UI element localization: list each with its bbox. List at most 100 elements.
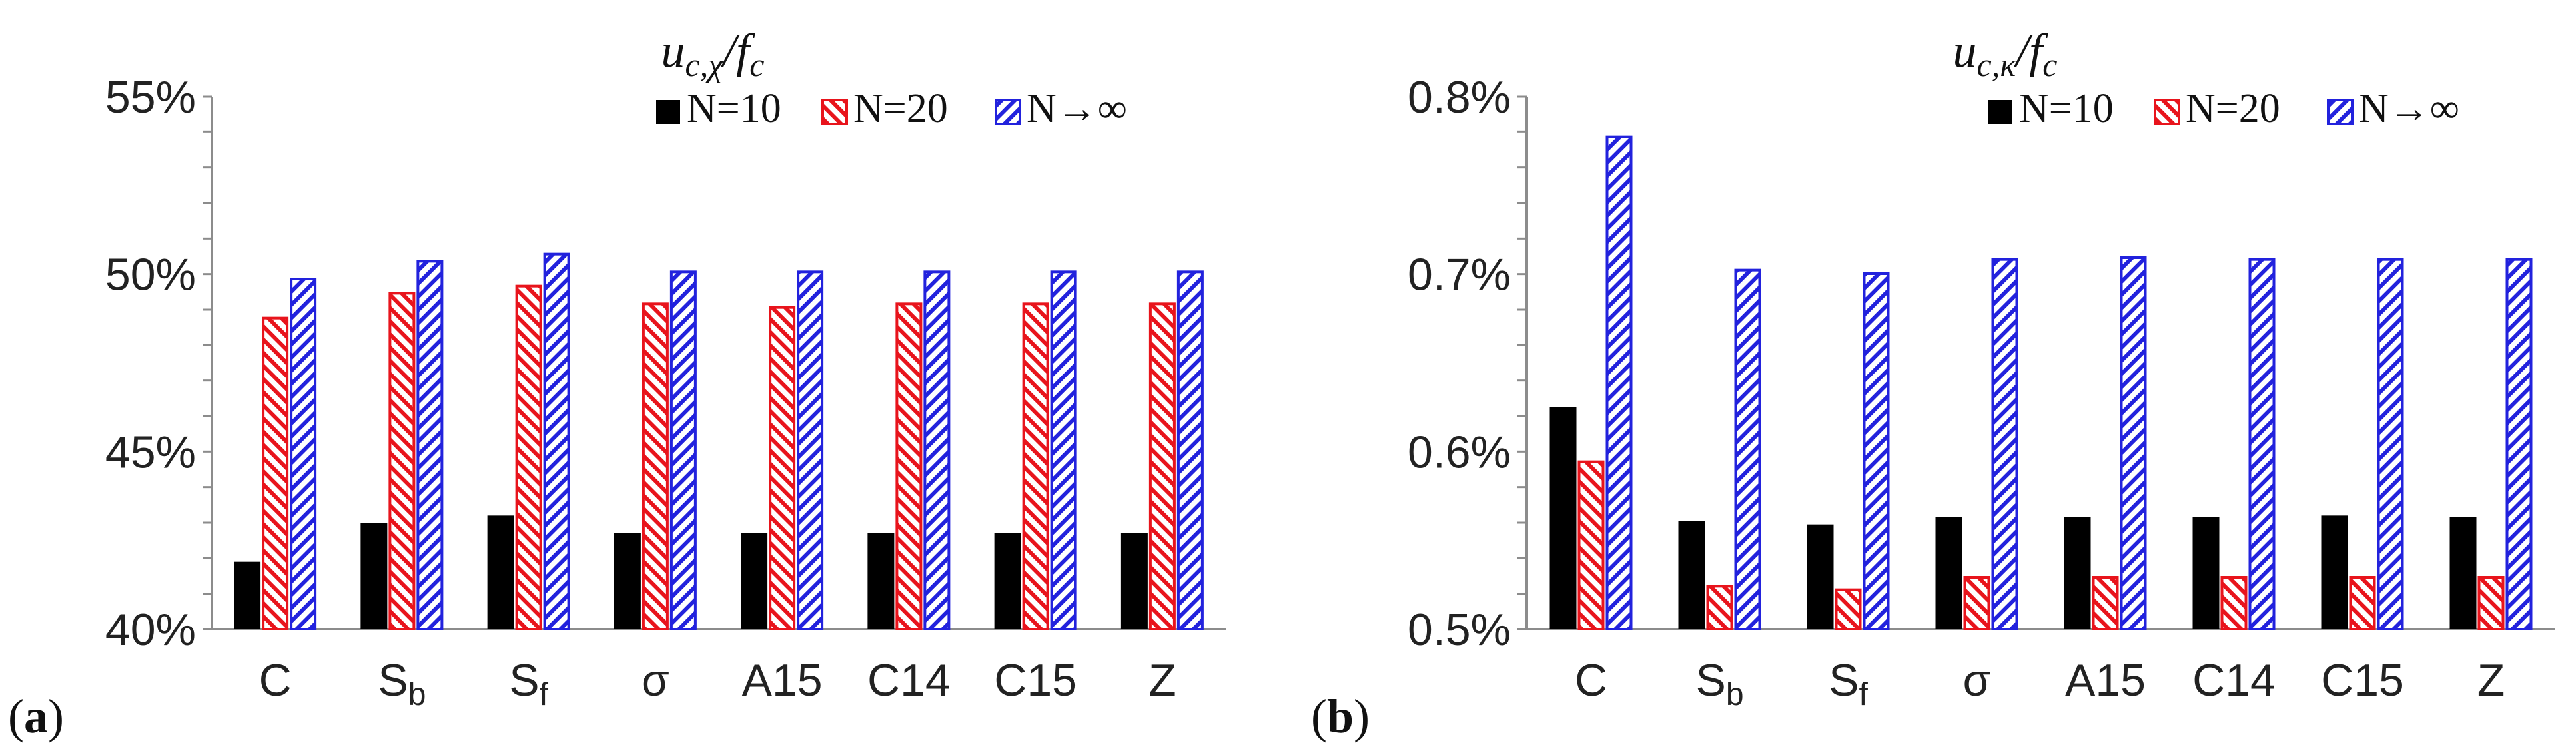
x-category-label: Z [2477,655,2505,706]
bar-n10 [234,561,261,629]
x-category-label: Z [1148,655,1176,706]
y-tick-label: 45% [105,427,196,477]
bar-n20 [515,284,542,630]
legend-label-n20: N=20 [853,86,948,131]
legend-label-ninf: N→∞ [1027,86,1127,131]
x-category-label: A15 [742,655,823,706]
x-category-label: σ [1963,655,1991,706]
bar-ninf [2120,256,2147,630]
bar-n20 [388,292,416,630]
bar-n20 [1022,302,1049,630]
bar-n10 [2192,517,2220,629]
x-category-labels: C Sb Sf σ A15 C14 C15 Z [1575,655,2505,712]
legend-label-ninf: N→∞ [2359,86,2459,131]
bar-n20 [2477,576,2505,630]
bar-n10 [2321,515,2348,629]
bar-ninf [1050,270,1077,631]
legend-swatch-ninf [995,99,1021,125]
bar-ninf [2377,258,2404,630]
legend-label-n10: N=10 [2019,86,2114,131]
bar-n20 [895,302,923,630]
x-category-labels: C Sb Sf σ A15 C14 C15 Z [259,655,1176,712]
bar-n10 [1678,521,1705,629]
legend-swatch-n20 [821,99,848,125]
x-category-label: C15 [2321,655,2404,706]
bar-n10 [994,533,1021,629]
x-category-label: C15 [994,655,1077,706]
bar-ninf [1176,270,1204,631]
panel-label-b: (b) [1311,690,1370,743]
chart-title: uc,κ/fc [1953,24,2058,83]
bar-ninf [923,270,951,631]
bar-n10 [741,533,768,629]
bar-n20 [1835,588,1862,631]
bar-n20 [1706,585,1733,630]
legend-swatch-n10 [656,100,680,124]
bar-ninf [416,260,444,631]
x-category-label: Sb [378,655,426,712]
bar-n20 [642,302,669,630]
x-category-label: Sf [1829,655,1868,712]
legend: N=10 N=20 N→∞ [1988,86,2459,131]
bar-n10 [1120,533,1148,629]
legend-label-n20: N=20 [2186,86,2280,131]
x-category-label: C14 [2192,655,2276,706]
bar-ninf [1734,268,1761,630]
bar-ninf [669,270,697,631]
y-tick-label: 0.5% [1408,605,1511,655]
bar-ninf [1605,135,1633,630]
y-tick-label: 0.6% [1408,427,1511,477]
y-tick-label: 50% [105,250,196,300]
bar-n10 [2449,517,2477,629]
bar-n10 [1807,524,1834,629]
y-tick-labels: 0.5% 0.6% 0.7% 0.8% [1408,72,1511,655]
bar-n20 [1148,302,1176,630]
bar-ninf [1863,272,1890,630]
bar-n20 [2349,576,2376,630]
x-category-label: C14 [867,655,951,706]
y-tick-label: 0.7% [1408,250,1511,300]
chart-title: uc,χ/fc [661,24,765,83]
bar-ninf [290,278,317,630]
y-minor-ticks [1517,95,1527,630]
x-category-label: C [259,655,292,706]
bar-n10 [487,515,514,629]
legend-swatch-ninf [2327,99,2354,125]
bar-n20 [262,316,289,630]
bar-ninf [797,270,824,631]
bar-ninf [2505,258,2533,630]
bars [1549,135,2533,631]
bar-n20 [1963,576,1990,630]
bar-n20 [2092,576,2119,630]
y-tick-labels: 40% 45% 50% 55% [105,72,196,655]
chart-panel-b: uc,κ/fc 0.5% 0.6% 0.7% 0.8% C Sb Sf σ A15 C14 C15… [1311,24,2555,743]
x-category-label: Sb [1695,655,1743,712]
legend: N=10 N=20 N→∞ [656,86,1127,131]
y-tick-label: 40% [105,605,196,655]
x-category-label: σ [642,655,669,706]
chart-panel-a: uc,χ/fc 40% 45% 50% 55% C Sb Sf σ A15 C14 C15 Z N=… [8,24,1226,743]
bar-n10 [1549,407,1577,629]
legend-label-n10: N=10 [687,86,781,131]
x-category-label: A15 [2065,655,2146,706]
bar-n10 [360,523,388,629]
bar-n20 [769,306,796,630]
y-minor-ticks [203,95,212,630]
bar-n10 [867,533,895,629]
panel-label-a: (a) [8,690,64,743]
bar-n10 [1935,517,1962,629]
bar-n10 [614,533,641,629]
y-tick-label: 0.8% [1408,72,1511,123]
x-category-label: C [1575,655,1607,706]
legend-swatch-n10 [1988,100,2012,124]
bar-n20 [2220,576,2248,630]
y-tick-label: 55% [105,72,196,123]
x-category-label: Sf [509,655,548,712]
bar-n20 [1577,460,1605,631]
bar-ninf [543,252,570,630]
bars [234,252,1204,631]
bar-ninf [1991,258,2018,630]
legend-swatch-n20 [2154,99,2180,125]
bar-n10 [2064,517,2091,629]
